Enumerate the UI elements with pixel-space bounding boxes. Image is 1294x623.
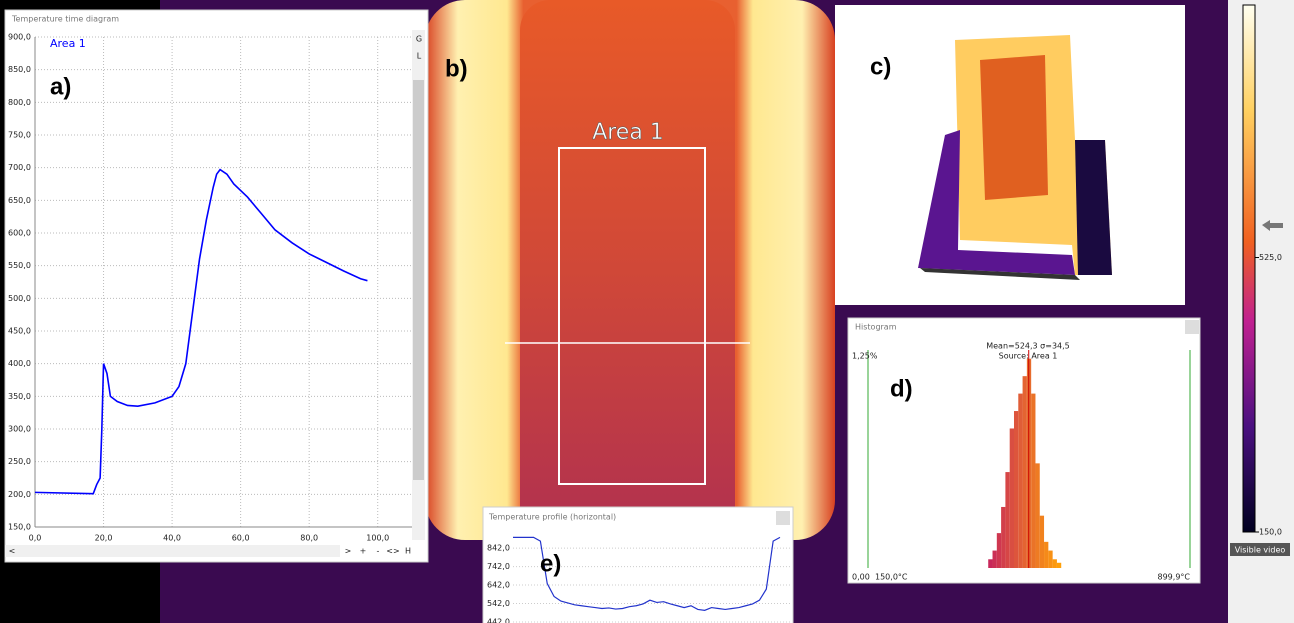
hist-bar bbox=[988, 559, 993, 568]
hist-source: Source: Area 1 bbox=[999, 352, 1058, 361]
video-button-label: Visible video bbox=[1235, 546, 1286, 555]
profile-title: Temperature profile (horizontal) bbox=[488, 513, 616, 522]
x-tick-label: 60,0 bbox=[232, 534, 250, 543]
hist-bar bbox=[1018, 393, 1023, 568]
scale-pointer bbox=[1262, 220, 1283, 231]
profile-line bbox=[513, 536, 781, 611]
y-tick-label: 350,0 bbox=[8, 392, 31, 401]
hist-bar bbox=[992, 550, 997, 568]
hist-bar bbox=[1001, 506, 1006, 568]
hist-title: Histogram bbox=[855, 323, 897, 332]
panel-label: d) bbox=[890, 375, 913, 402]
video-button[interactable] bbox=[1230, 543, 1290, 556]
object-column bbox=[520, 0, 735, 540]
dark-region bbox=[0, 560, 160, 623]
scale-label: 150,0 bbox=[1259, 528, 1282, 537]
scale-label: 525,0 bbox=[1259, 253, 1282, 262]
hist-bar bbox=[996, 533, 1002, 568]
hist-y-label: 0,00 bbox=[852, 573, 870, 582]
hist-x-label: 899,9°C bbox=[1158, 573, 1191, 582]
bottom-button[interactable]: + bbox=[360, 547, 367, 556]
hist-bar bbox=[1044, 541, 1049, 568]
surface-base bbox=[920, 268, 1080, 280]
side-panel bbox=[1228, 0, 1294, 623]
y-tick-label: 600,0 bbox=[8, 229, 31, 238]
y-tick-label: 250,0 bbox=[8, 457, 31, 466]
profile-y-label: 742,0 bbox=[487, 562, 510, 571]
panel-label: e) bbox=[540, 550, 561, 577]
hscroll bbox=[5, 545, 340, 557]
x-tick-label: 100,0 bbox=[366, 534, 389, 543]
scroll-thumb bbox=[413, 80, 424, 480]
y-tick-label: 650,0 bbox=[8, 196, 31, 205]
side-button[interactable]: L bbox=[417, 52, 422, 61]
hist-bar bbox=[1052, 559, 1057, 568]
panel-label: a) bbox=[50, 73, 71, 100]
profile-y-label: 842,0 bbox=[487, 544, 510, 553]
time-panel bbox=[4, 9, 429, 563]
bottom-button[interactable]: < bbox=[9, 547, 16, 556]
bottom-button[interactable]: <> bbox=[386, 547, 399, 556]
area-label: Area 1 bbox=[592, 120, 664, 145]
side-button[interactable]: G bbox=[416, 35, 422, 44]
hist-bar bbox=[1031, 393, 1036, 568]
hist-bar bbox=[1022, 376, 1027, 568]
hist-bar bbox=[1005, 472, 1010, 568]
area-box bbox=[558, 147, 706, 485]
legend-entry: Area 1 bbox=[50, 37, 86, 50]
y-tick-label: 700,0 bbox=[8, 163, 31, 172]
y-tick-label: 450,0 bbox=[8, 327, 31, 336]
hist-bar bbox=[1039, 515, 1045, 568]
hist-bar bbox=[1009, 428, 1014, 568]
hist-close bbox=[1185, 320, 1199, 334]
y-tick-label: 200,0 bbox=[8, 490, 31, 499]
hist-bar bbox=[1048, 550, 1053, 568]
hist-bar bbox=[1013, 411, 1019, 568]
hist-x-label: 150,0°C bbox=[875, 573, 908, 582]
series-line bbox=[34, 168, 368, 495]
panel-label: b) bbox=[445, 55, 468, 82]
y-tick-label: 900,0 bbox=[8, 33, 31, 42]
hist-bar bbox=[1035, 463, 1040, 568]
panel-label: c) bbox=[870, 53, 891, 80]
surface-core bbox=[980, 55, 1048, 200]
bottom-button[interactable]: - bbox=[377, 547, 380, 556]
x-tick-label: 80,0 bbox=[300, 534, 318, 543]
surface-right bbox=[1075, 140, 1112, 275]
y-tick-label: 750,0 bbox=[8, 131, 31, 140]
surface-left bbox=[918, 130, 1075, 275]
hist-y-label: 1,25% bbox=[852, 352, 878, 361]
profile-y-label: 642,0 bbox=[487, 581, 510, 590]
time-title: Temperature time diagram bbox=[11, 15, 119, 24]
color-bar bbox=[1242, 4, 1256, 533]
hist-stats: Mean=524,3 σ=34,5 bbox=[986, 342, 1070, 351]
hist-bar bbox=[1056, 562, 1062, 568]
y-tick-label: 800,0 bbox=[8, 98, 31, 107]
profile-y-label: 442,0 bbox=[487, 618, 510, 623]
y-tick-label: 500,0 bbox=[8, 294, 31, 303]
x-tick-label: 40,0 bbox=[163, 534, 181, 543]
y-tick-label: 150,0 bbox=[8, 523, 31, 532]
profile-close bbox=[776, 511, 790, 525]
x-tick-label: 0,0 bbox=[29, 534, 42, 543]
x-tick-label: 20,0 bbox=[95, 534, 113, 543]
y-tick-label: 400,0 bbox=[8, 359, 31, 368]
y-tick-label: 550,0 bbox=[8, 261, 31, 270]
profile-y-label: 542,0 bbox=[487, 599, 510, 608]
bottom-button[interactable]: H bbox=[405, 547, 411, 556]
y-tick-label: 850,0 bbox=[8, 65, 31, 74]
y-tick-label: 300,0 bbox=[8, 425, 31, 434]
bottom-button[interactable]: > bbox=[345, 547, 352, 556]
